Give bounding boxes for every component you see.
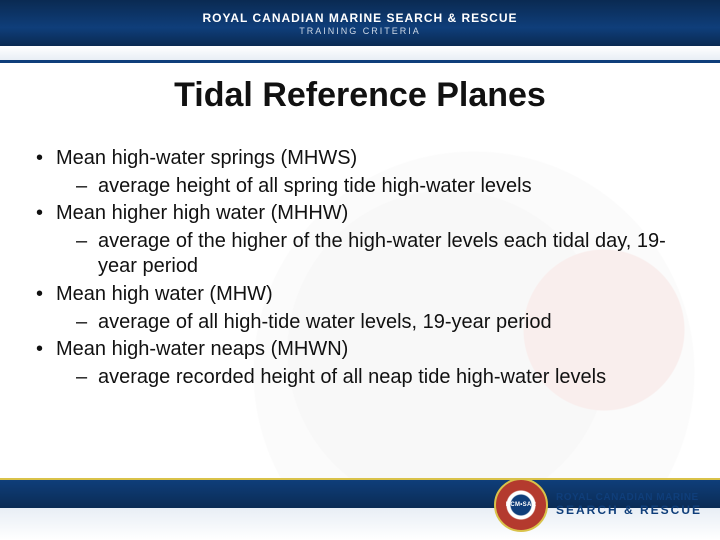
slide-title: Tidal Reference Planes: [0, 76, 720, 115]
footer-band: ROYAL CANADIAN MARINE SEARCH & RESCUE: [0, 478, 720, 540]
header-subtitle: TRAINING CRITERIA: [299, 26, 421, 36]
footer-logo-text: ROYAL CANADIAN MARINE SEARCH & RESCUE: [556, 492, 702, 517]
sub-bullet-item: average of the higher of the high-water …: [72, 229, 680, 280]
roundel-icon: [494, 478, 548, 532]
bullet-item: Mean high-water neaps (MHWN) average rec…: [34, 337, 680, 390]
footer-line2: SEARCH & RESCUE: [556, 504, 702, 518]
header-org: ROYAL CANADIAN MARINE SEARCH & RESCUE: [202, 11, 517, 25]
header-band: ROYAL CANADIAN MARINE SEARCH & RESCUE TR…: [0, 0, 720, 48]
bullet-item: Mean high water (MHW) average of all hig…: [34, 282, 680, 335]
bullet-item: Mean high-water springs (MHWS) average h…: [34, 146, 680, 199]
bullet-list: Mean high-water springs (MHWS) average h…: [34, 146, 680, 390]
sub-bullet-text: average of the higher of the high-water …: [98, 230, 666, 278]
sub-bullet-text: average of all high-tide water levels, 1…: [98, 311, 552, 333]
sub-bullet-item: average recorded height of all neap tide…: [72, 365, 680, 391]
bullet-text: Mean higher high water (MHHW): [56, 202, 348, 224]
bullet-item: Mean higher high water (MHHW) average of…: [34, 201, 680, 280]
header-divider: [0, 46, 720, 63]
bullet-text: Mean high water (MHW): [56, 283, 273, 305]
bullet-text: Mean high-water springs (MHWS): [56, 147, 357, 169]
bullet-text: Mean high-water neaps (MHWN): [56, 338, 348, 360]
footer-logo: ROYAL CANADIAN MARINE SEARCH & RESCUE: [494, 478, 702, 532]
slide-body: Mean high-water springs (MHWS) average h…: [34, 146, 680, 392]
sub-bullet-item: average height of all spring tide high-w…: [72, 174, 680, 200]
sub-bullet-item: average of all high-tide water levels, 1…: [72, 310, 680, 336]
sub-bullet-text: average height of all spring tide high-w…: [98, 175, 532, 197]
sub-bullet-text: average recorded height of all neap tide…: [98, 366, 606, 388]
